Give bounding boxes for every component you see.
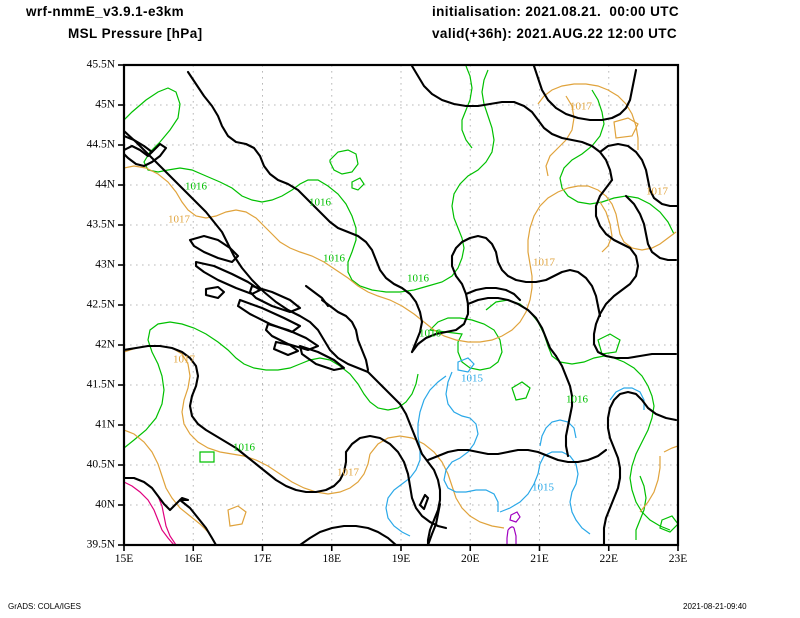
- contour-1017: [124, 83, 678, 543]
- coastline-kvarner: [124, 134, 154, 154]
- x-tick-label: 18E: [322, 553, 341, 565]
- border-greece-north: [426, 448, 608, 464]
- y-tick-label: 41N: [95, 419, 116, 431]
- contour-label: 1017: [168, 214, 191, 226]
- y-tick-label: 45N: [95, 99, 116, 111]
- border-kosovo: [464, 286, 522, 302]
- contour-label: 1017: [337, 467, 360, 479]
- island-brac: [248, 284, 302, 314]
- contour-label: 1016: [419, 328, 442, 340]
- x-tick-label: 21E: [530, 553, 549, 565]
- coastline-italy-south: [178, 498, 218, 545]
- y-tick-label: 43N: [95, 259, 116, 271]
- contour-1015: [385, 357, 645, 537]
- x-tick-label: 17E: [253, 553, 272, 565]
- contour-1014: [506, 511, 521, 545]
- x-tick-label: 22E: [599, 553, 618, 565]
- y-tick-label: 40N: [95, 499, 116, 511]
- coastline-dalmatia: [124, 129, 370, 374]
- island-lastovo: [272, 340, 300, 357]
- y-tick-label: 40.5N: [87, 459, 116, 471]
- y-tick-label: 45.5N: [87, 59, 116, 71]
- contour-label: 1016: [185, 181, 208, 193]
- border-croatia-bosnia: [186, 70, 424, 354]
- island-corfu: [418, 493, 430, 511]
- x-tick-label: 16E: [184, 553, 203, 565]
- x-tick-label: 23E: [669, 553, 688, 565]
- y-tick-label: 39.5N: [87, 539, 116, 551]
- coastline-split-detail: [304, 284, 330, 308]
- contour-label: 1016: [323, 253, 346, 265]
- contour-label: 1016: [309, 197, 332, 209]
- border-romania-serbia: [532, 65, 638, 122]
- island-mljet: [298, 344, 346, 372]
- contour-1018: [124, 477, 177, 545]
- y-tick-label: 44.5N: [87, 139, 116, 151]
- contour-label: 1016: [566, 394, 589, 406]
- border-bulgaria-macedonia: [554, 354, 574, 458]
- axis-ticks: [118, 64, 679, 551]
- border-north-serbia: [410, 65, 614, 182]
- x-axis-labels: 15E 16E 17E 18E 19E 20E 21E 22E 23E: [115, 553, 688, 565]
- valid-time-label: valid(+36h): 2021.AUG.22 12:00 UTC: [432, 26, 678, 41]
- y-tick-label: 43.5N: [87, 219, 116, 231]
- coastline-dubrovnik: [320, 298, 370, 372]
- border-serbia-bulgaria: [592, 178, 678, 360]
- model-name-label: wrf-nmmE_v3.9.1-e3km: [26, 4, 185, 19]
- generation-timestamp-label: 2021-08-21-09:40: [683, 602, 747, 611]
- island-korcula: [264, 322, 320, 352]
- contour-label: 1017: [570, 101, 593, 113]
- y-tick-label: 44N: [95, 179, 116, 191]
- contour-label: 1016: [407, 273, 430, 285]
- border-romania-interior: [598, 142, 678, 208]
- contour-label: 1015: [532, 482, 555, 494]
- coastline-italy-tyrrhenian: [124, 476, 190, 512]
- y-tick-label: 41.5N: [87, 379, 116, 391]
- y-axis-labels: 45.5N 45N 44.5N 44N 43.5N 43N 42.5N 42N …: [87, 59, 116, 551]
- border-albania-inland: [410, 234, 602, 354]
- x-tick-label: 20E: [461, 553, 480, 565]
- coastline-ionian: [298, 524, 398, 545]
- border-macedonia: [466, 296, 558, 358]
- contour-label: 1015: [461, 373, 484, 385]
- contour-label: 1017: [533, 257, 556, 269]
- border-bulgaria-greece: [602, 390, 678, 545]
- coastline-epirus: [426, 502, 442, 545]
- coastline-montenegro-albania: [366, 370, 442, 545]
- x-tick-label: 15E: [115, 553, 134, 565]
- contour-lines: [124, 65, 678, 545]
- contour-label: 1016: [233, 442, 256, 454]
- coastline-salento: [344, 434, 448, 530]
- island-vis: [204, 285, 226, 300]
- border-romania-east: [624, 194, 678, 262]
- grads-credit-label: GrADS: COLA/IGES: [8, 602, 81, 611]
- geography-layer: [124, 65, 678, 545]
- gridlines: [124, 65, 678, 545]
- x-tick-label: 19E: [392, 553, 411, 565]
- contour-label-group: 1016 1016 1016 1016 1016 1016 1016 1017 …: [168, 101, 669, 494]
- field-name-label: MSL Pressure [hPa]: [68, 26, 203, 41]
- contour-label: 1017: [646, 186, 669, 198]
- y-tick-label: 42.5N: [87, 299, 116, 311]
- coastline-istria: [124, 142, 168, 168]
- y-tick-label: 42N: [95, 339, 116, 351]
- coastline-italy-gargano: [124, 344, 348, 494]
- contour-label: 1017: [173, 354, 196, 366]
- initialisation-time-label: initialisation: 2021.08.21. 00:00 UTC: [432, 4, 680, 19]
- island-dugi-otok: [188, 234, 240, 264]
